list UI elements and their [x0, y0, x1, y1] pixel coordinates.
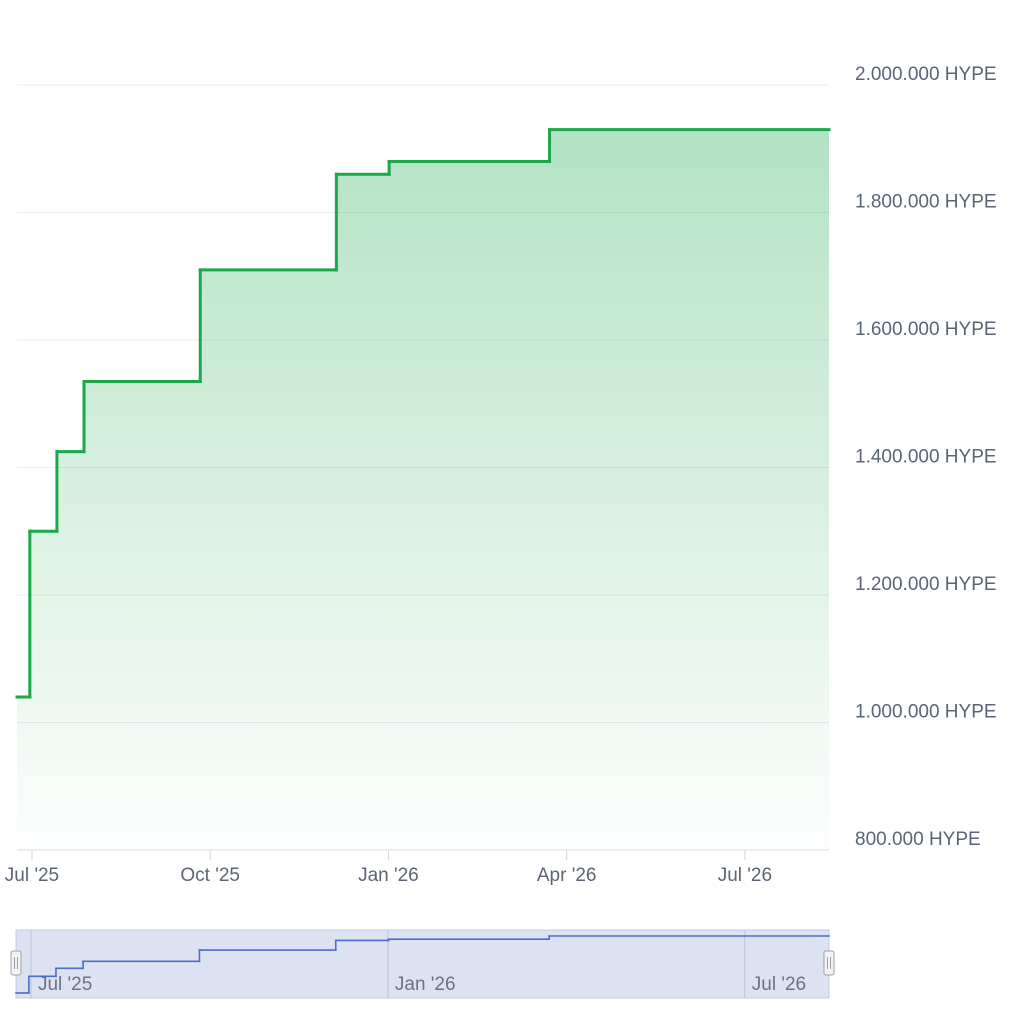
y-tick-label: 1.200.000 HYPE — [855, 574, 997, 595]
navigator[interactable]: Jul '25 Jan '26 Jul '26 — [10, 929, 835, 999]
x-tick-label: Jul '25 — [5, 865, 59, 886]
x-tick-label: Oct '25 — [180, 865, 240, 886]
y-tick-label: 1.400.000 HYPE — [855, 447, 997, 468]
y-tick-label: 1.600.000 HYPE — [855, 319, 997, 340]
area-layer — [17, 129, 829, 850]
axis-layer: 800.000 HYPE 1.000.000 HYPE 1.200.000 HYPE… — [5, 64, 997, 886]
navigator-tick-label: Jan '26 — [395, 974, 456, 995]
navigator-handle[interactable] — [10, 950, 22, 976]
x-tick-label: Jul '26 — [718, 865, 772, 886]
navigator-handle[interactable] — [823, 950, 835, 976]
y-tick-label: 1.800.000 HYPE — [855, 192, 997, 213]
y-tick-label: 800.000 HYPE — [855, 829, 981, 850]
y-tick-label: 2.000.000 HYPE — [855, 64, 997, 85]
navigator-tick-label: Jul '26 — [752, 974, 806, 995]
area-fill — [17, 129, 829, 850]
navigator-tick-label: Jul '25 — [38, 974, 92, 995]
x-tick-label: Apr '26 — [537, 865, 597, 886]
y-tick-label: 1.000.000 HYPE — [855, 702, 997, 723]
x-tick-label: Jan '26 — [358, 865, 419, 886]
line-layer — [15, 128, 831, 699]
